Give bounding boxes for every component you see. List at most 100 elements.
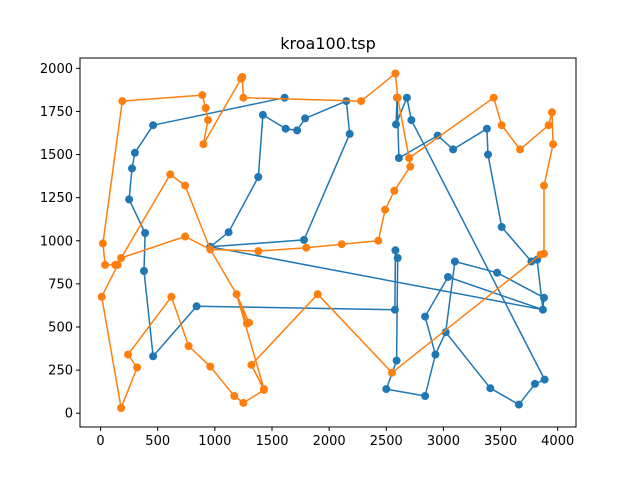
city-point-2 xyxy=(184,342,193,350)
city-point-1 xyxy=(300,235,308,244)
city-point-1 xyxy=(258,110,267,119)
x-tick-label: 2000 xyxy=(313,434,346,449)
city-point-2 xyxy=(117,404,126,412)
y-axis: 0 250 500 750 1000 1250 1500 1750 2000 xyxy=(40,62,80,422)
city-point-2 xyxy=(406,162,415,171)
city-point-1 xyxy=(125,195,134,204)
city-point-1 xyxy=(449,145,458,154)
city-point-2 xyxy=(230,392,239,400)
y-tick-label: 500 xyxy=(48,320,73,335)
y-tick-label: 0 xyxy=(65,407,73,422)
city-point-2 xyxy=(238,73,247,81)
city-point-2 xyxy=(181,181,190,190)
city-point-1 xyxy=(345,129,354,138)
city-point-1 xyxy=(421,392,430,400)
x-tick-label: 500 xyxy=(145,434,170,449)
city-point-2 xyxy=(232,290,241,299)
city-point-2 xyxy=(313,290,322,299)
city-point-2 xyxy=(489,93,498,102)
x-tick-label: 1500 xyxy=(255,434,288,449)
y-tick-label: 1000 xyxy=(40,234,73,249)
city-point-2 xyxy=(540,181,548,190)
city-point-1 xyxy=(402,93,411,102)
city-point-2 xyxy=(516,145,524,154)
city-point-1 xyxy=(450,257,459,266)
city-point-1 xyxy=(540,375,549,384)
x-tick-label: 3500 xyxy=(484,434,517,449)
city-point-2 xyxy=(201,104,210,112)
city-point-2 xyxy=(393,93,402,102)
city-point-2 xyxy=(391,69,400,78)
city-point-2 xyxy=(117,254,126,262)
city-point-1 xyxy=(394,154,403,162)
city-point-1 xyxy=(140,267,148,275)
city-point-2 xyxy=(133,363,142,372)
city-point-2 xyxy=(390,186,399,195)
city-point-1 xyxy=(484,150,492,159)
city-point-1 xyxy=(482,124,491,133)
city-point-2 xyxy=(357,97,366,106)
city-point-1 xyxy=(444,273,452,281)
city-point-1 xyxy=(293,126,302,135)
city-point-2 xyxy=(118,97,127,106)
y-tick-label: 2000 xyxy=(40,62,73,77)
city-point-1 xyxy=(407,116,416,125)
city-point-1 xyxy=(441,328,450,337)
city-point-1 xyxy=(421,312,430,321)
city-point-2 xyxy=(245,318,254,327)
city-point-1 xyxy=(141,229,150,237)
city-point-1 xyxy=(224,228,233,237)
city-point-2 xyxy=(204,116,212,125)
city-point-1 xyxy=(192,302,201,311)
city-point-1 xyxy=(493,268,502,277)
x-tick-label: 1000 xyxy=(198,434,231,449)
city-point-2 xyxy=(536,250,545,259)
city-point-2 xyxy=(113,260,122,269)
city-point-2 xyxy=(337,240,346,249)
city-point-2 xyxy=(388,368,396,377)
x-tick-label: 0 xyxy=(96,434,104,449)
city-point-2 xyxy=(548,108,556,117)
y-tick-label: 250 xyxy=(48,364,73,379)
city-point-2 xyxy=(497,121,506,130)
tour-line-2 xyxy=(100,72,554,409)
city-point-2 xyxy=(374,236,383,245)
city-point-2 xyxy=(198,91,207,100)
city-point-1 xyxy=(280,93,289,102)
city-point-1 xyxy=(254,173,263,181)
city-point-1 xyxy=(130,148,139,157)
x-tick-label: 2500 xyxy=(370,434,403,449)
city-point-2 xyxy=(239,398,248,407)
city-point-1 xyxy=(514,400,523,409)
city-point-2 xyxy=(98,239,107,248)
y-tick-label: 1250 xyxy=(40,191,73,206)
city-point-2 xyxy=(166,170,175,179)
city-point-1 xyxy=(128,164,136,173)
plot-frame xyxy=(79,57,577,428)
city-point-2 xyxy=(260,385,268,394)
city-point-2 xyxy=(544,121,553,130)
city-point-1 xyxy=(538,305,547,314)
city-point-1 xyxy=(301,114,310,123)
city-point-2 xyxy=(381,205,390,214)
city-point-2 xyxy=(239,93,248,102)
x-axis: 0 500 1000 1500 2000 2500 3000 3500 4000 xyxy=(96,427,574,449)
city-point-1 xyxy=(540,293,548,302)
city-point-2 xyxy=(206,362,215,371)
y-tick-label: 1500 xyxy=(40,148,73,163)
city-point-2 xyxy=(302,243,311,252)
city-point-1 xyxy=(149,352,158,361)
city-point-2 xyxy=(181,232,190,241)
y-tick-label: 1750 xyxy=(40,105,73,120)
city-point-1 xyxy=(431,350,440,359)
city-point-1 xyxy=(392,356,401,365)
x-tick-label: 3000 xyxy=(427,434,460,449)
city-point-1 xyxy=(530,379,539,388)
city-point-1 xyxy=(486,384,495,393)
city-point-2 xyxy=(247,360,256,369)
city-point-1 xyxy=(392,120,400,129)
city-point-2 xyxy=(206,245,215,254)
city-point-1 xyxy=(149,121,158,130)
